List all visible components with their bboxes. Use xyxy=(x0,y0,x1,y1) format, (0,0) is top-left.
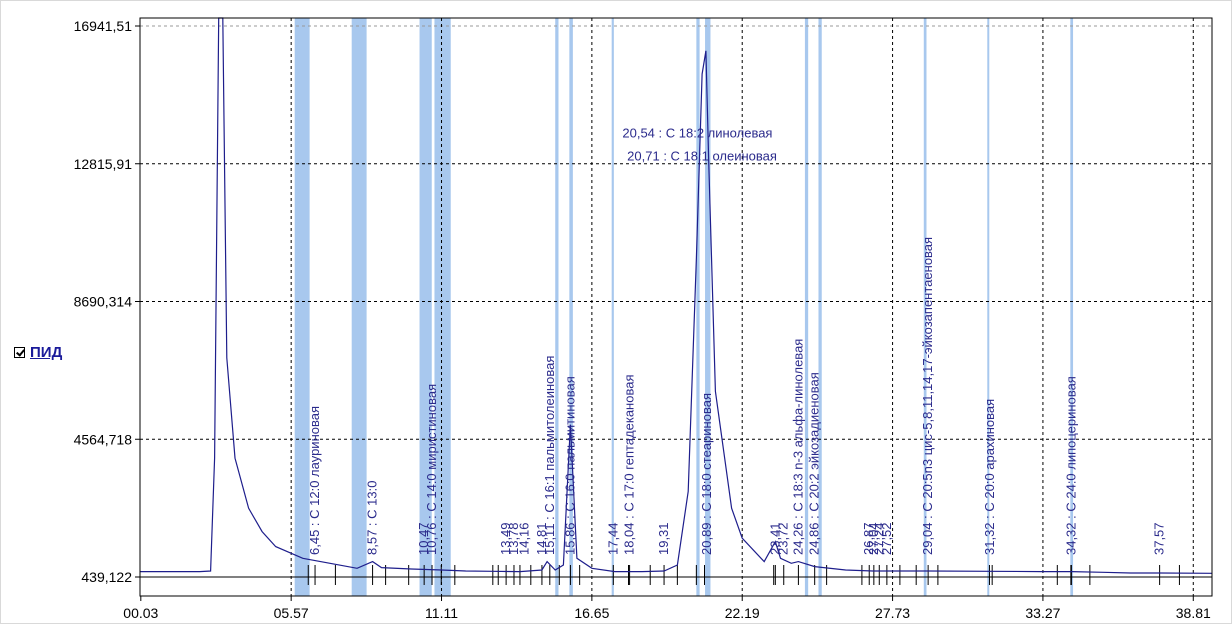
peak-window-band xyxy=(923,18,927,596)
peak-label: 29,04 : C 20:5n3 цис-5,8,11,14,17-эйкоза… xyxy=(920,237,935,555)
peak-label: 20,89 : C 18:0 стеариновая xyxy=(699,393,714,555)
legend-checkbox[interactable] xyxy=(14,347,25,358)
peak-label: 15,86 : C 16:0 пальмитиновая xyxy=(562,376,577,555)
peak-label: 24,26 : C 18:3 n-3 альфа-линолевая xyxy=(790,339,805,555)
peak-label: 26,87 xyxy=(861,522,876,555)
peak-label: 10,47 xyxy=(416,522,431,555)
peak-window-band xyxy=(555,18,559,596)
plot-area xyxy=(140,18,1212,596)
peak-window-band xyxy=(696,18,700,596)
x-tick-label: 00.03 xyxy=(123,605,158,621)
peak-window-band xyxy=(569,18,573,596)
y-tick-label: 12815,91 xyxy=(74,156,133,172)
peak-label: 19,31 xyxy=(656,522,671,555)
y-tick-label: 16941,51 xyxy=(74,18,133,34)
x-tick-label: 11.11 xyxy=(425,605,458,621)
peak-label-horizontal: 20,71 : C 18:1 олеиновая xyxy=(627,148,777,163)
peak-window-band xyxy=(611,18,614,596)
peak-label: 8,57 : C 13:0 xyxy=(365,481,380,555)
y-tick-label: 439,122 xyxy=(81,569,132,585)
peak-window-band xyxy=(818,18,822,596)
peak-window-band xyxy=(351,18,367,596)
peak-label: 13,78 xyxy=(506,522,521,555)
legend-item-pid[interactable]: ПИД xyxy=(14,344,62,361)
peak-label: 34,32 : C 24:0 липоцериновая xyxy=(1063,376,1078,555)
peak-window-band xyxy=(804,18,809,596)
legend-label[interactable]: ПИД xyxy=(30,344,63,361)
peak-window-band xyxy=(419,18,432,596)
peak-label: 13,49 xyxy=(498,522,513,555)
x-tick-label: 27.73 xyxy=(875,605,910,621)
peak-window-band xyxy=(1070,18,1074,596)
x-tick-label: 33.27 xyxy=(1025,605,1060,621)
peak-label: 23,41 xyxy=(767,522,782,555)
peak-label: 17,44 xyxy=(605,522,620,555)
x-tick-label: 22.19 xyxy=(725,605,760,621)
peak-label: 10,76 : C 14:0 миристиновая xyxy=(424,384,439,555)
x-tick-label: 38.81 xyxy=(1176,605,1211,621)
peak-label: 23,72 xyxy=(776,522,791,555)
peak-label: 14,16 xyxy=(516,522,531,555)
peak-label: 37,57 xyxy=(1152,522,1167,555)
peak-window-band xyxy=(705,18,711,596)
peak-window-band xyxy=(987,18,990,596)
peak-window-band xyxy=(294,18,310,596)
plot-border xyxy=(139,17,1213,597)
peak-label: 15,11 : C 16:1 пальмитолеиновая xyxy=(542,356,557,555)
x-tick-label: 16.65 xyxy=(574,605,609,621)
peak-label: 31,32 : C 20:0 арахиновая xyxy=(982,399,997,555)
peak-label: 6,45 : C 12:0 лауриновая xyxy=(307,406,322,555)
x-tick-label: 05.57 xyxy=(274,605,309,621)
peak-label: 27,04 xyxy=(866,522,881,555)
peak-label-horizontal: 20,54 : C 18:2 линолевая xyxy=(622,126,772,141)
peak-label: 14,81 xyxy=(534,522,549,555)
y-tick-label: 8690,314 xyxy=(74,294,133,310)
peak-window-band xyxy=(434,18,451,596)
peak-label: 18,04 : C 17:0 гептадекановая xyxy=(622,374,637,555)
peak-label: 24,86 : C 20:2 эйкозадиеновая xyxy=(807,372,822,555)
peak-label: 27,52 xyxy=(879,522,894,555)
y-tick-label: 4564,718 xyxy=(74,431,133,447)
peak-label: 27,24 xyxy=(871,522,886,555)
series-line xyxy=(140,17,1213,574)
